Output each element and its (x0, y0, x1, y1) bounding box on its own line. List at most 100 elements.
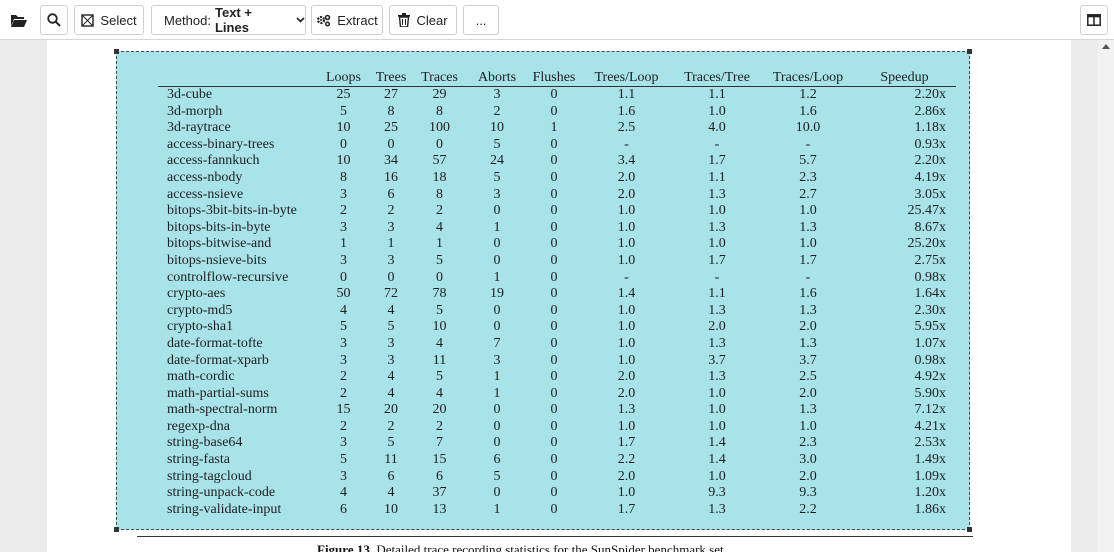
table-cell: 2 (436, 418, 443, 434)
table-cell: 2.0 (617, 385, 636, 401)
table-cell: 3.0 (799, 452, 817, 468)
more-button[interactable]: ... (463, 5, 499, 35)
toolbar: Select Method: Text + Lines Extract Clea… (0, 0, 1114, 40)
table-row: math-spectral-norm 15 20 20 0 0 1.3 1.0 1.3 7.12x (158, 402, 956, 419)
table-cell: 11 (432, 352, 447, 368)
table-cell: 1.1 (617, 87, 636, 102)
table-cell: 6 (493, 452, 501, 468)
table-cell: 1.0 (708, 468, 726, 484)
table-cell: 3 (493, 87, 501, 102)
table-cell: 0 (550, 369, 558, 385)
table-cell: 13 (432, 501, 447, 517)
extract-button[interactable]: Extract (311, 5, 383, 35)
table-cell: 1.0 (617, 335, 636, 351)
table-cell: 3.4 (617, 153, 636, 169)
column-header (158, 69, 316, 87)
table-cell: 1.4 (617, 286, 636, 302)
table-cell: 1.7 (617, 435, 636, 451)
sidebar-panel-icon (1087, 14, 1101, 26)
vertical-scrollbar[interactable] (1098, 40, 1114, 552)
table-cell: 1.3 (799, 402, 817, 418)
table-cell: 2.5 (799, 369, 817, 385)
table-cell: 5 (493, 169, 501, 185)
method-dropdown[interactable]: Method: Text + Lines (151, 5, 306, 35)
table-cell: 2.0 (708, 319, 726, 335)
table-cell: 4 (387, 302, 395, 318)
table-cell: 0 (340, 269, 347, 285)
table-cell: 2.0 (799, 385, 817, 401)
table-cell: 0 (436, 136, 443, 152)
table-cell: 0 (436, 269, 443, 285)
table-row: bitops-bits-in-byte 3 3 4 1 0 1.0 1.3 1.3 8.67x (158, 220, 956, 237)
table-cell: 5 (493, 468, 501, 484)
table-cell: 0 (550, 468, 558, 484)
table-cell: 72 (384, 286, 398, 302)
table-cell: 1.20x (914, 485, 947, 501)
benchmark-name-cell: regexp-dna (167, 418, 230, 434)
table-cell: 2.3 (799, 169, 817, 185)
table-cell: 1.6 (617, 103, 636, 119)
table-cell: 0 (550, 435, 558, 451)
table-cell: 5 (436, 252, 443, 268)
selection-region[interactable] (114, 49, 972, 532)
table-cell: 11 (384, 452, 398, 468)
table-cell: 6 (436, 468, 443, 484)
table-cell: 1.49x (914, 452, 947, 468)
open-file-button[interactable] (4, 5, 34, 35)
selection-handle[interactable] (114, 527, 119, 532)
selection-handle[interactable] (114, 49, 119, 54)
table-cell: 15 (432, 452, 447, 468)
table-cell: 4 (340, 485, 347, 501)
table-row: access-binary-trees 0 0 0 5 0 - - - 0.93x (158, 137, 956, 154)
table-cell: 3 (340, 186, 347, 202)
table-row: string-base64 3 5 7 0 0 1.7 1.4 2.3 2.53x (158, 435, 956, 452)
table-cell: 0 (493, 236, 501, 252)
table-cell: 15 (336, 402, 351, 418)
caption-label: Figure 13. (317, 542, 374, 552)
selection-handle[interactable] (967, 49, 972, 54)
table-cell: 8 (436, 186, 443, 202)
table-cell: 3 (387, 352, 395, 368)
table-cell: 1.0 (799, 236, 817, 252)
table-cell: 0 (387, 269, 395, 285)
table-cell: 0 (550, 136, 558, 152)
selection-handle[interactable] (967, 527, 972, 532)
table-cell: 1.3 (617, 402, 636, 418)
table-row: date-format-tofte 3 3 4 7 0 1.0 1.3 1.3 1.07x (158, 336, 956, 353)
table-row: access-nbody 8 16 18 5 0 2.0 1.1 2.3 4.19x (158, 170, 956, 187)
table-cell: 10 (336, 120, 351, 136)
method-label: Method: (164, 12, 211, 28)
table-cell: 1 (550, 120, 558, 136)
benchmark-name-cell: bitops-bitwise-and (167, 236, 272, 252)
method-value: Text + Lines (214, 5, 252, 35)
search-button[interactable] (40, 5, 68, 35)
clear-button[interactable]: Clear (389, 5, 457, 35)
benchmark-name-cell: crypto-sha1 (167, 319, 234, 335)
table-cell: 2.5 (617, 120, 636, 136)
table-cell: - (714, 269, 720, 285)
table-cell: 2.20x (914, 87, 947, 102)
select-button[interactable]: Select (74, 5, 144, 35)
table-cell: 0 (550, 352, 558, 368)
benchmark-name-cell: date-format-xparb (167, 352, 269, 368)
column-header: Flushes (526, 69, 582, 87)
table-row: string-tagcloud 3 6 6 5 0 2.0 1.0 2.0 1.09x (158, 469, 956, 486)
table-cell: 25 (336, 87, 351, 102)
scroll-up-arrow-icon[interactable] (1102, 44, 1110, 49)
table-cell: 2 (340, 385, 347, 401)
benchmark-name-cell: math-spectral-norm (167, 402, 278, 418)
table-cell: 78 (432, 286, 447, 302)
column-header: Loops (316, 69, 371, 87)
gears-icon (316, 14, 331, 27)
table-row: string-unpack-code 4 4 37 0 0 1.0 9.3 9.3 1.20x (158, 485, 956, 502)
toggle-panel-button[interactable] (1080, 5, 1108, 35)
table-cell: 1.0 (617, 352, 636, 368)
table-cell: 0.93x (914, 136, 947, 152)
table-row: 3d-morph 5 8 8 2 0 1.6 1.0 1.6 2.86x (158, 104, 956, 121)
table-cell: 1.0 (708, 203, 726, 219)
table-cell: 4.0 (708, 120, 726, 136)
table-cell: 3 (340, 219, 347, 235)
table-cell: 6 (387, 468, 395, 484)
table-cell: 1 (493, 501, 501, 517)
table-cell: 18 (432, 169, 447, 185)
